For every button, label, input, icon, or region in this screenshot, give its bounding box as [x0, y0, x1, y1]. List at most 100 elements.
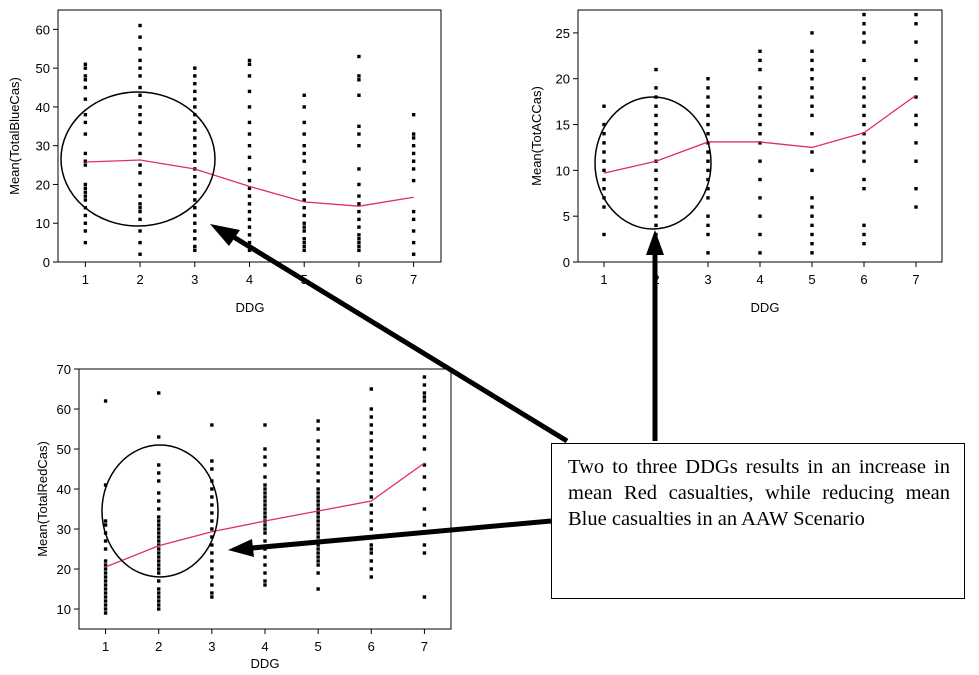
data-point: [411, 178, 416, 183]
data-point: [157, 527, 161, 531]
data-point: [706, 159, 710, 163]
data-point: [302, 120, 306, 125]
data-point: [316, 527, 320, 531]
data-point: [654, 214, 658, 218]
data-point: [263, 507, 267, 511]
data-point: [302, 182, 306, 187]
data-point: [602, 122, 606, 127]
data-point: [210, 487, 214, 491]
data-point: [302, 190, 306, 194]
data-point: [157, 547, 161, 551]
data-point: [357, 237, 361, 241]
data-point: [193, 143, 197, 148]
data-point: [247, 58, 252, 63]
data-point: [193, 105, 197, 109]
data-point: [914, 22, 918, 26]
data-point: [103, 587, 108, 591]
data-point: [316, 587, 320, 591]
mean-line: [105, 462, 425, 568]
data-point: [138, 35, 142, 39]
data-point: [263, 511, 267, 515]
data-point: [316, 547, 320, 551]
data-point: [138, 93, 142, 97]
data-point: [138, 112, 142, 117]
data-point: [316, 551, 320, 555]
data-point: [422, 407, 427, 411]
data-point: [247, 105, 252, 109]
data-point: [103, 399, 108, 403]
data-point: [914, 95, 918, 99]
arrow-to-red-chart: [228, 518, 552, 557]
mean-line: [603, 94, 917, 174]
data-point: [193, 151, 197, 156]
data-point: [263, 563, 267, 567]
data-point: [247, 225, 252, 229]
data-point: [654, 122, 658, 127]
chart-red-casualties: 1 2 3 4 5 6 7 10 20 30 40 50 60 70 DDG Mean(TotalRedCas…: [35, 362, 452, 671]
data-point: [103, 599, 108, 603]
data-point: [263, 579, 267, 583]
data-point: [369, 463, 373, 467]
data-point: [316, 463, 320, 467]
data-point: [758, 67, 762, 72]
data-point: [83, 221, 88, 225]
data-point: [758, 86, 762, 90]
data-point: [247, 143, 252, 148]
data-point: [157, 607, 161, 611]
data-point: [193, 198, 197, 202]
data-point: [83, 190, 88, 194]
x-tick-label: 6: [860, 272, 867, 287]
data-point: [316, 439, 320, 443]
data-point: [758, 113, 762, 118]
data-point: [810, 113, 814, 118]
y-tick-label: 60: [36, 22, 50, 37]
data-point: [357, 248, 361, 253]
y-tick-label: 20: [556, 72, 570, 87]
chart-acc-casualties: 12345670510152025DDGMean(TotACCas): [529, 9, 943, 315]
data-point: [758, 196, 762, 200]
data-point: [263, 423, 267, 427]
data-point: [210, 583, 214, 587]
data-point: [357, 240, 361, 245]
data-point: [810, 196, 814, 200]
data-point: [210, 591, 214, 595]
data-point: [654, 186, 658, 191]
arrow-to-blue-chart: [210, 224, 569, 444]
data-point: [138, 23, 142, 28]
y-axis-label: Mean(TotACCas): [529, 86, 544, 186]
data-point: [810, 95, 814, 99]
data-point: [654, 132, 658, 136]
data-point: [157, 491, 161, 495]
data-point: [193, 206, 197, 210]
data-point: [210, 535, 214, 539]
data-point: [654, 196, 658, 200]
data-point: [193, 81, 197, 86]
data-point: [422, 523, 427, 527]
data-point: [103, 563, 108, 567]
data-point: [316, 491, 320, 495]
x-tick-label: 3: [208, 639, 215, 654]
x-tick-label: 6: [368, 639, 375, 654]
data-point: [810, 31, 814, 35]
x-tick-label: 4: [261, 639, 268, 654]
data-point: [263, 583, 267, 587]
annotation-box: Two to three DDGs results in an increase…: [551, 443, 965, 599]
data-point: [706, 232, 710, 237]
data-point: [357, 233, 361, 237]
data-point: [810, 223, 814, 228]
data-point: [411, 112, 416, 117]
data-point: [706, 113, 710, 118]
data-point: [654, 113, 658, 118]
data-point: [357, 167, 361, 171]
data-point: [193, 159, 197, 163]
data-point: [193, 128, 197, 132]
y-tick-label: 25: [556, 26, 570, 41]
data-point: [422, 487, 427, 491]
data-point: [758, 95, 762, 99]
data-point: [316, 555, 320, 559]
data-point: [210, 575, 214, 579]
data-point: [862, 150, 866, 154]
data-point: [138, 229, 142, 233]
data-point: [914, 186, 918, 191]
y-tick-label: 10: [556, 163, 570, 178]
